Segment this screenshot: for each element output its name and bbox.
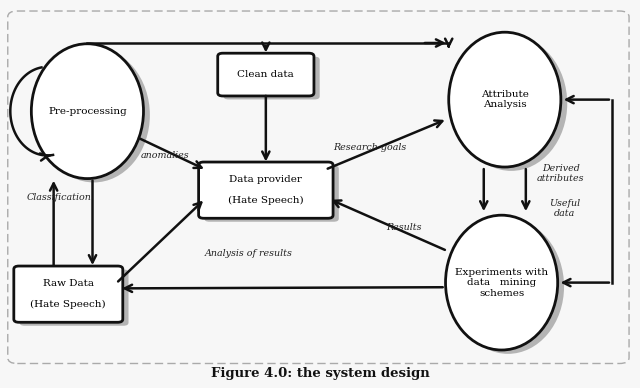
Text: Research goals: Research goals — [333, 142, 406, 151]
Text: Attribute
Analysis: Attribute Analysis — [481, 90, 529, 109]
Text: Results: Results — [387, 223, 422, 232]
Ellipse shape — [452, 219, 564, 354]
Text: anomalies: anomalies — [141, 151, 189, 160]
Ellipse shape — [38, 48, 150, 182]
FancyBboxPatch shape — [223, 57, 320, 99]
Text: Experiments with
data   mining
schemes: Experiments with data mining schemes — [455, 268, 548, 298]
Text: Raw Data

(Hate Speech): Raw Data (Hate Speech) — [31, 279, 106, 309]
Ellipse shape — [445, 215, 557, 350]
Text: Figure 4.0: the system design: Figure 4.0: the system design — [211, 367, 429, 379]
Text: Derived
attributes: Derived attributes — [537, 164, 584, 183]
FancyBboxPatch shape — [8, 11, 629, 364]
Text: Classification: Classification — [26, 192, 91, 202]
FancyBboxPatch shape — [20, 270, 129, 326]
Ellipse shape — [449, 32, 561, 167]
Ellipse shape — [31, 44, 143, 178]
FancyBboxPatch shape — [218, 53, 314, 96]
Text: Pre-processing: Pre-processing — [48, 107, 127, 116]
Text: Clean data: Clean data — [237, 70, 294, 79]
FancyBboxPatch shape — [198, 162, 333, 218]
FancyBboxPatch shape — [14, 266, 123, 322]
Ellipse shape — [455, 36, 567, 171]
Text: Analysis of results: Analysis of results — [205, 249, 292, 258]
FancyBboxPatch shape — [204, 166, 339, 222]
Text: Data provider

(Hate Speech): Data provider (Hate Speech) — [228, 175, 303, 205]
Text: Useful
data: Useful data — [549, 199, 580, 218]
